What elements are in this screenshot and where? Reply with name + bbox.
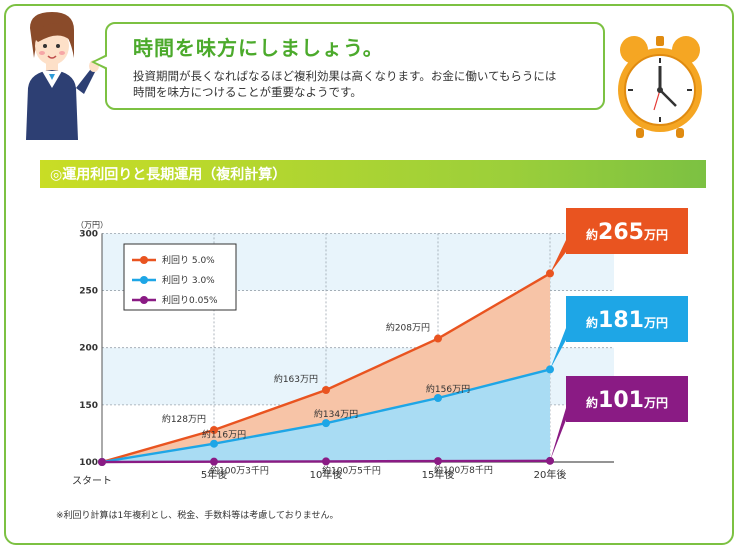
section-title: ◎運用利回りと長期運用（複利計算）: [50, 167, 287, 183]
data-label: 約134万円: [314, 408, 358, 420]
y-tick-label: 300: [79, 229, 98, 239]
speech-bubble: 時間を味方にしましょう。 投資期間が長くなればなるほど複利効果は高くなります。お…: [91, 22, 605, 110]
x-tick-label: 10年後: [310, 468, 343, 481]
data-point: [210, 439, 218, 448]
x-tick-label: 15年後: [422, 468, 455, 481]
callout-box: [566, 296, 688, 342]
data-label: 約128万円: [162, 413, 206, 425]
y-tick-label: 100: [79, 458, 98, 468]
series-area: [102, 273, 550, 462]
data-label: 約116万円: [202, 429, 246, 441]
intro-text: 投資期間が長くなればなるほど複利効果は高くなります。お金に働いてもらうには 時間…: [133, 68, 603, 100]
legend-label: 利回り 5.0%: [162, 254, 215, 266]
x-tick-label: スタート: [72, 475, 112, 487]
x-tick-label: 5年後: [201, 468, 227, 481]
data-point: [546, 365, 554, 374]
legend-label: 利回り0.05%: [162, 294, 218, 306]
data-point: [210, 457, 218, 466]
data-label: 約100万5千円: [322, 464, 381, 476]
section-bar: ◎運用利回りと長期運用（複利計算）: [40, 160, 706, 188]
y-tick-label: 200: [79, 344, 98, 354]
alarm-clock-icon: [618, 36, 702, 138]
data-point: [210, 425, 218, 434]
data-point: [322, 419, 330, 428]
data-point: [98, 458, 106, 466]
y-tick-label: 250: [79, 287, 98, 297]
data-label: 約208万円: [386, 322, 430, 334]
callout-value: 約181万円: [586, 308, 668, 333]
callout-value: 約101万円: [586, 388, 668, 413]
intro-line-1: 投資期間が長くなればなるほど複利効果は高くなります。お金に働いてもらうには: [133, 69, 557, 83]
footnote: ※利回り計算は1年複利とし、税金、手数料等は考慮しておりません。: [56, 511, 339, 521]
data-label: 約163万円: [274, 373, 318, 385]
data-label: 約100万8千円: [434, 464, 493, 476]
intro-line-2: 時間を味方につけることが重要なようです。: [133, 85, 362, 99]
data-point: [322, 385, 330, 394]
callout-box: [566, 208, 688, 254]
data-label: 約156万円: [426, 383, 470, 395]
callout-pointer: [550, 328, 566, 370]
legend-label: 利回り 3.0%: [162, 274, 215, 286]
callout-pointer: [550, 408, 566, 461]
callout-box: [566, 376, 688, 422]
data-point: [434, 393, 442, 402]
data-point: [322, 457, 330, 466]
legend-marker: [140, 276, 148, 284]
legend-marker: [140, 256, 148, 264]
y-axis-unit: （万円）: [76, 220, 108, 229]
legend-marker: [140, 296, 148, 304]
data-point: [434, 334, 442, 343]
data-label: 約100万3千円: [210, 465, 269, 477]
series-area: [102, 369, 550, 462]
callout-value: 約265万円: [586, 220, 668, 245]
page-title: 時間を味方にしましょう。: [133, 36, 384, 60]
y-tick-label: 150: [79, 401, 98, 411]
data-point: [434, 457, 442, 466]
woman-illustration: [26, 12, 99, 140]
x-tick-label: 20年後: [534, 468, 567, 481]
